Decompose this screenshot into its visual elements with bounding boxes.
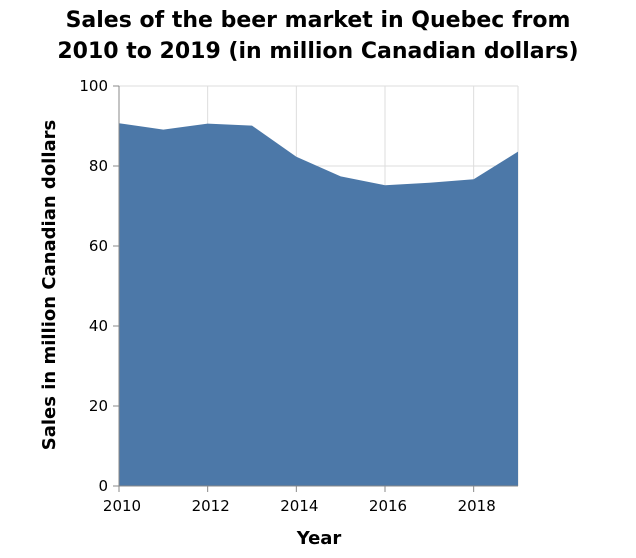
x-tick-label: 2016 bbox=[369, 497, 407, 515]
y-tick-label: 20 bbox=[89, 397, 108, 415]
y-tick-label: 0 bbox=[98, 477, 108, 495]
x-tick-label: 2012 bbox=[192, 497, 230, 515]
x-tick-label: 2010 bbox=[103, 497, 141, 515]
axes: 0 20 40 60 80 100 2010 2012 2014 2016 2018 bbox=[79, 77, 518, 515]
y-axis-label: Sales in million Canadian dollars bbox=[39, 120, 60, 451]
chart-title-line-1: Sales of the beer market in Quebec from bbox=[66, 8, 571, 33]
chart-title-line-2: 2010 to 2019 (in million Canadian dollar… bbox=[57, 39, 578, 64]
y-tick-label: 60 bbox=[89, 237, 108, 255]
area-fill bbox=[119, 123, 518, 486]
x-tick-label: 2018 bbox=[458, 497, 496, 515]
y-tick-label: 100 bbox=[79, 77, 108, 95]
y-tick-label: 80 bbox=[89, 157, 108, 175]
x-tick-label: 2014 bbox=[280, 497, 318, 515]
y-tick-label: 40 bbox=[89, 317, 108, 335]
area-series bbox=[119, 123, 518, 486]
x-axis-label: Year bbox=[296, 528, 342, 549]
